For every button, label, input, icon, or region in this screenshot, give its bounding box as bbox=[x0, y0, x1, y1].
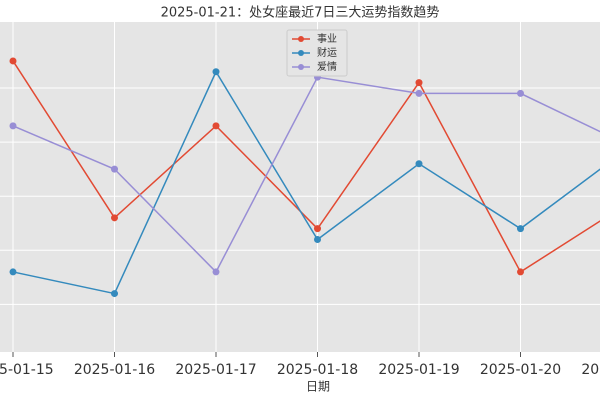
point bbox=[212, 122, 220, 130]
plot-area bbox=[0, 22, 600, 352]
point bbox=[415, 79, 423, 87]
legend-label: 爱情 bbox=[317, 60, 337, 73]
point bbox=[314, 225, 321, 233]
x-tick-label: 2025-01-19 bbox=[378, 362, 459, 378]
x-tick-label: 2025-01-18 bbox=[277, 362, 358, 378]
point bbox=[314, 235, 321, 243]
point bbox=[517, 268, 524, 276]
point bbox=[111, 290, 118, 298]
legend-marker bbox=[298, 36, 304, 42]
legend-label: 财运 bbox=[317, 46, 337, 59]
x-tick-label: 2025-01-16 bbox=[74, 362, 155, 378]
point bbox=[415, 160, 423, 168]
legend-label: 事业 bbox=[317, 32, 337, 45]
point bbox=[415, 89, 423, 97]
point bbox=[9, 268, 17, 276]
point bbox=[517, 225, 524, 233]
point bbox=[212, 268, 220, 276]
point bbox=[111, 165, 118, 173]
point bbox=[212, 68, 220, 76]
legend-marker bbox=[298, 50, 304, 56]
point bbox=[517, 89, 524, 97]
point bbox=[9, 57, 17, 65]
x-axis-label: 日期 bbox=[306, 380, 330, 394]
chart-title: 2025-01-21：处女座最近7日三大运势指数趋势 bbox=[161, 5, 440, 21]
point bbox=[111, 214, 118, 222]
legend-marker bbox=[298, 64, 304, 70]
x-tick-label: 2025-01-21 bbox=[581, 362, 600, 378]
x-tick-label: 2025-01-15 bbox=[0, 362, 54, 378]
point bbox=[9, 122, 17, 130]
x-tick-label: 2025-01-17 bbox=[175, 362, 256, 378]
x-tick-label: 2025-01-20 bbox=[480, 362, 561, 378]
